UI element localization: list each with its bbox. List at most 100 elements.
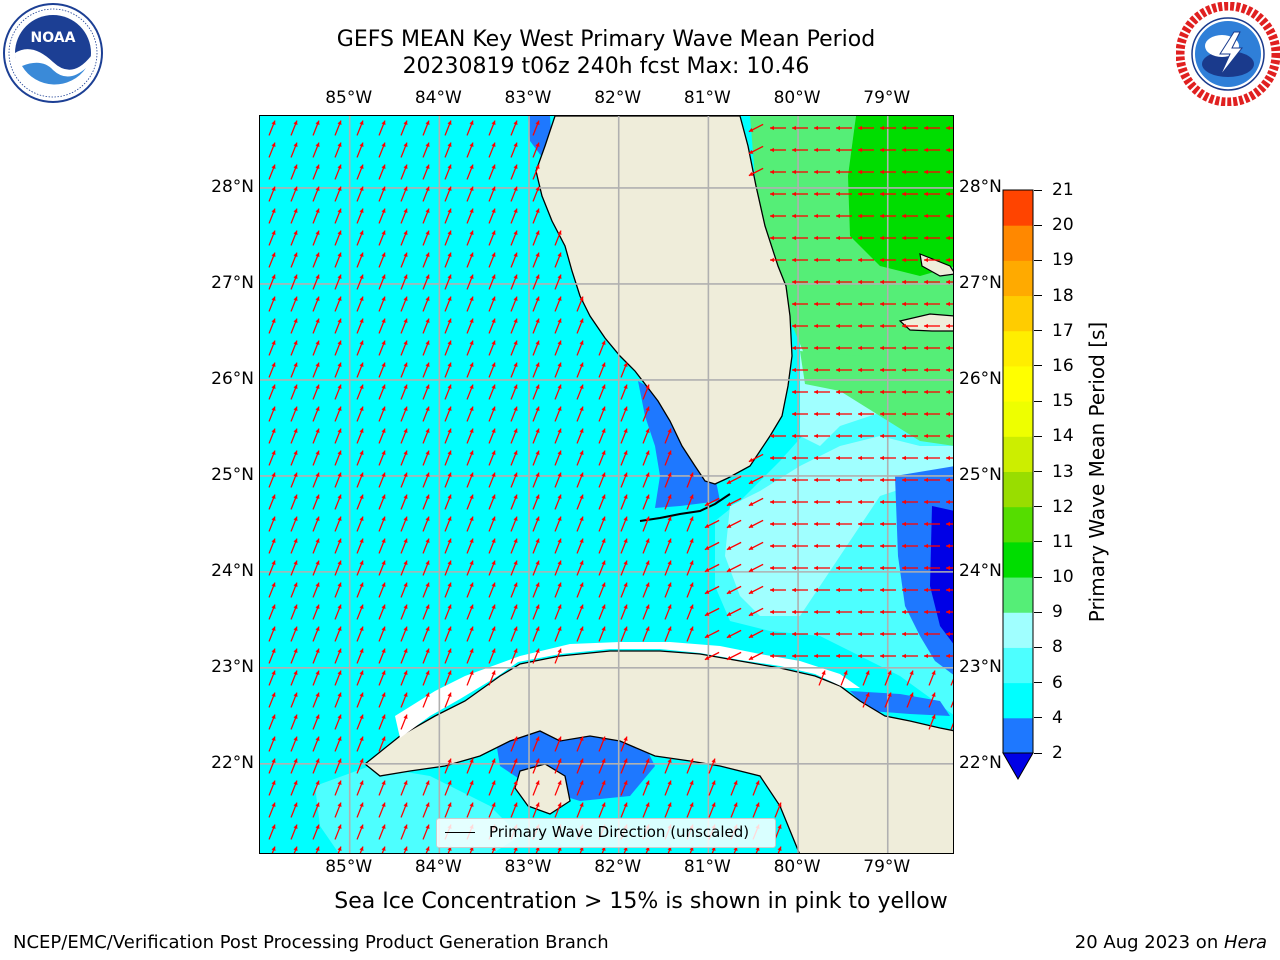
wave-arrow: [444, 142, 452, 158]
wave-arrow: [422, 318, 430, 334]
wave-arrow: [444, 516, 452, 532]
colorbar-segment: [1003, 471, 1033, 508]
wave-arrow: [708, 802, 716, 818]
wave-arrow: [268, 296, 276, 312]
wave-arrow: [334, 692, 342, 708]
wave-arrow: [400, 802, 408, 818]
wave-arrow: [620, 780, 628, 796]
wave-arrow: [510, 604, 518, 620]
wave-arrow: [620, 582, 628, 598]
wave-arrow: [946, 521, 953, 527]
wave-arrow: [836, 147, 852, 153]
wave-arrow: [532, 208, 540, 224]
wave-arrow: [532, 406, 540, 422]
wave-arrow: [770, 477, 786, 483]
wave-arrow: [510, 208, 518, 224]
wave-arrow: [858, 301, 874, 307]
wave-arrow: [422, 582, 430, 598]
wave-arrow: [532, 736, 540, 752]
wave-arrow: [488, 208, 496, 224]
colorbar-segment: [1003, 647, 1033, 684]
wave-arrow: [704, 651, 720, 661]
wave-arrow: [748, 629, 764, 639]
wave-arrow: [268, 582, 276, 598]
wave-arrow: [378, 560, 386, 576]
wave-arrow: [924, 587, 940, 593]
wave-arrow: [356, 736, 364, 752]
wave-arrow: [290, 164, 298, 180]
lon-label-bottom: 79°W: [863, 857, 911, 877]
wave-arrow: [620, 384, 628, 400]
wave-arrow: [532, 802, 540, 818]
wave-arrow: [312, 142, 320, 158]
wave-arrow: [334, 626, 342, 642]
wave-arrow: [400, 208, 408, 224]
wave-arrow: [880, 543, 896, 549]
wave-arrow: [378, 340, 386, 356]
wave-arrow: [946, 653, 953, 659]
wave-arrow: [312, 296, 320, 312]
wave-arrow: [858, 521, 874, 527]
wave-arrow: [466, 384, 474, 400]
wave-arrow: [290, 186, 298, 202]
colorbar-tick-label: 16: [1052, 355, 1074, 376]
wave-arrow: [268, 186, 276, 202]
wave-arrow: [532, 252, 540, 268]
wave-arrow: [686, 560, 694, 576]
wave-arrow: [488, 494, 496, 510]
wave-arrow: [946, 257, 953, 263]
wave-arrow: [726, 585, 742, 595]
wave-arrow: [312, 186, 320, 202]
lon-label-top: 85°W: [325, 88, 373, 108]
colorbar-tick-mark: [1034, 611, 1042, 613]
wave-arrow: [268, 318, 276, 334]
wave-arrow: [422, 802, 430, 818]
wave-arrow: [858, 477, 874, 483]
credit-date: 20 Aug 2023 on: [1074, 932, 1224, 953]
wave-arrow: [924, 631, 940, 637]
wave-arrow: [770, 191, 786, 197]
wave-arrow: [554, 450, 562, 466]
wave-arrow: [840, 670, 848, 686]
wave-arrow: [642, 626, 650, 642]
wave-arrow: [315, 846, 320, 853]
wave-arrow: [858, 455, 874, 461]
wave-arrow: [268, 450, 276, 466]
wave-arrow: [271, 846, 276, 853]
wave-arrow: [836, 389, 852, 395]
wave-arrow: [858, 565, 874, 571]
colorbar-segment: [1003, 436, 1033, 472]
contour-10-11: [848, 116, 953, 276]
wave-arrow: [792, 191, 808, 197]
wave-arrow: [400, 252, 408, 268]
wave-arrow: [444, 274, 452, 290]
wave-arrow: [268, 714, 276, 730]
wave-arrow: [532, 472, 540, 488]
florida-keys: [639, 493, 731, 522]
wave-arrow: [704, 585, 720, 595]
lon-label-bottom: 84°W: [414, 857, 462, 877]
wave-arrow: [664, 538, 672, 554]
wave-arrow: [924, 521, 940, 527]
wave-arrow: [466, 604, 474, 620]
wave-arrow: [488, 648, 496, 664]
wave-arrow: [312, 714, 320, 730]
wave-arrow: [488, 516, 496, 532]
wave-arrow: [356, 516, 364, 532]
wave-arrow: [554, 274, 562, 290]
wave-arrow: [466, 802, 474, 818]
wave-arrow: [946, 631, 953, 637]
wave-arrow: [378, 494, 386, 510]
wave-arrow: [290, 318, 298, 334]
wave-arrow: [312, 230, 320, 246]
wave-arrow: [268, 472, 276, 488]
wave-arrow: [686, 626, 694, 642]
wave-arrow: [378, 142, 386, 158]
lon-label-bottom: 85°W: [325, 857, 373, 877]
wave-arrow: [730, 802, 738, 818]
colorbar-segment: [1003, 401, 1033, 437]
wave-arrow: [620, 494, 628, 510]
wave-arrow: [378, 604, 386, 620]
wave-arrow: [312, 538, 320, 554]
wave-arrow: [510, 648, 518, 664]
